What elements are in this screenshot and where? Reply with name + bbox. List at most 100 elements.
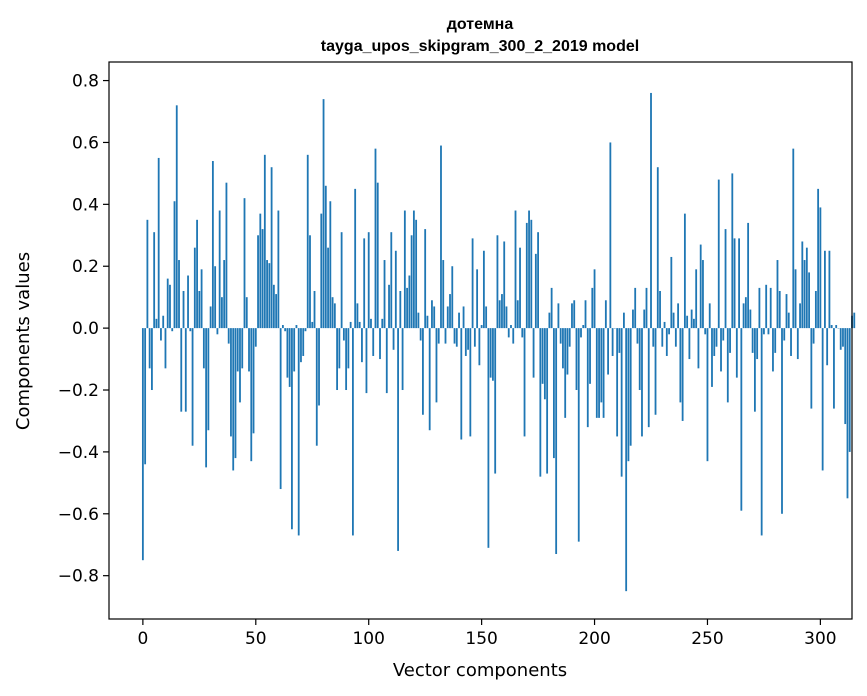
bar: [410, 235, 413, 329]
bar: [670, 256, 673, 329]
bar: [548, 312, 551, 329]
bar: [345, 328, 348, 391]
bar: [198, 290, 201, 329]
bar: [830, 325, 833, 329]
bar: [320, 213, 323, 329]
bar: [618, 328, 621, 353]
bar: [695, 269, 698, 329]
bar: [338, 328, 341, 369]
bar: [275, 294, 278, 329]
bar: [379, 328, 381, 360]
bar: [516, 300, 519, 329]
bar: [291, 328, 293, 530]
x-tick-label: 250: [691, 629, 723, 649]
bar: [318, 328, 320, 406]
bar: [471, 238, 474, 329]
bar: [620, 328, 623, 477]
y-tick-label: 0.6: [72, 133, 99, 153]
bar: [774, 328, 777, 353]
bar: [668, 328, 670, 335]
bar: [297, 328, 300, 536]
bar: [211, 161, 214, 329]
bar: [643, 309, 646, 329]
x-tick-label: 50: [245, 629, 267, 649]
bar: [848, 328, 851, 452]
bar: [557, 303, 560, 329]
bar: [722, 328, 725, 341]
bar: [772, 328, 774, 372]
bar: [193, 247, 196, 329]
bar: [374, 148, 377, 329]
bar: [216, 328, 219, 335]
bar: [458, 312, 460, 329]
bar: [221, 297, 223, 329]
bar: [704, 328, 707, 335]
bar: [501, 294, 503, 329]
bar: [803, 260, 806, 329]
bar: [155, 318, 158, 329]
bar: [724, 229, 727, 329]
bar: [160, 328, 162, 341]
bar: [232, 328, 235, 471]
bar: [329, 201, 332, 329]
bar: [814, 290, 817, 329]
bar: [363, 238, 366, 329]
bar: [674, 328, 677, 347]
y-tick-label: 0.2: [72, 257, 99, 277]
y-tick-label: 0.4: [72, 195, 99, 215]
bar: [641, 328, 643, 437]
bar: [729, 328, 731, 353]
bar: [392, 328, 395, 350]
bar: [306, 154, 309, 329]
bar: [584, 300, 587, 329]
bar: [562, 328, 564, 369]
bar: [525, 222, 528, 329]
bar: [794, 269, 797, 329]
bar: [248, 328, 250, 372]
bar: [530, 219, 533, 329]
bar: [480, 325, 483, 329]
bar: [449, 294, 451, 329]
bar: [810, 328, 813, 409]
bar: [711, 328, 713, 387]
bar: [202, 328, 205, 369]
bar: [577, 328, 580, 542]
bar: [205, 328, 208, 468]
bar: [261, 229, 264, 329]
bar: [742, 303, 745, 329]
bar: [744, 297, 747, 329]
bar: [787, 312, 790, 329]
bar: [331, 297, 334, 329]
bar: [309, 235, 311, 329]
bar: [496, 235, 499, 329]
bar: [433, 306, 436, 329]
bar: [686, 315, 689, 329]
bar: [347, 328, 350, 369]
bar: [539, 328, 542, 477]
bar: [315, 328, 318, 446]
bar: [645, 287, 648, 329]
y-tick-label: 0.8: [72, 72, 99, 92]
bar: [713, 328, 716, 356]
bar: [580, 328, 582, 338]
bar: [636, 328, 639, 344]
bar: [182, 290, 185, 329]
bar: [589, 328, 591, 384]
bar: [417, 312, 420, 329]
bar: [629, 328, 632, 446]
bar: [781, 328, 783, 514]
bar: [537, 232, 539, 329]
bar: [304, 328, 307, 332]
bar: [333, 303, 336, 329]
bar: [747, 222, 750, 329]
bar: [654, 328, 657, 415]
bar: [819, 207, 822, 329]
bar: [354, 188, 357, 329]
bar: [720, 328, 722, 372]
bar: [342, 328, 345, 341]
bar: [514, 210, 517, 329]
bar: [833, 328, 835, 409]
bar: [546, 328, 549, 474]
bar: [571, 303, 573, 329]
bar: [663, 321, 666, 329]
